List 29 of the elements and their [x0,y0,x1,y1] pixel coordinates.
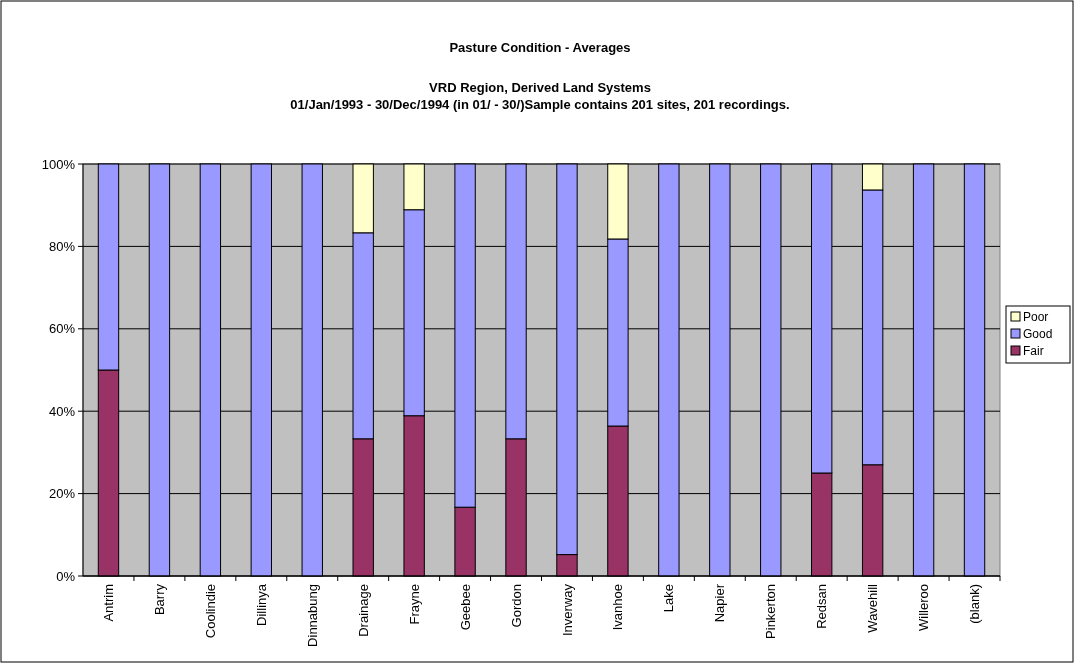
y-tick-label: 100% [41,156,76,172]
x-tick-label: Dillinya [253,583,269,626]
x-tick-label: Dinnabung [304,584,320,647]
y-tick-label: 60% [48,321,76,337]
chart-subtitle: VRD Region, Derived Land Systems 01/Jan/1993 - 30/Dec/1994 (in 01/ - 30/)Sample contains 201 sites, 201 recordings. [290,80,790,112]
x-tick-label: (blank) [967,584,983,624]
x-tick-label: Barry [151,583,167,616]
legend-label: Fair [1023,344,1044,359]
x-tick-label: Inverway [559,583,575,637]
y-tick-label: 40% [48,403,76,419]
x-tick-label: Geebee [457,584,473,631]
chart-title: Pasture Condition - Averages [449,40,631,55]
x-tick-label: Frayne [406,584,422,625]
legend-label: Poor [1023,310,1049,325]
x-tick-label: Antrim [101,584,117,622]
x-tick-label: Pinkerton [763,584,779,639]
x-tick-label: Ivanhoe [610,584,626,631]
x-tick-label: Lake [661,584,677,613]
x-tick-label: Coolindie [202,584,218,639]
y-tick-label: 20% [48,486,76,502]
y-tick-label: 0% [56,568,76,584]
x-tick-label: Gordon [508,584,524,628]
y-tick-label: 80% [48,238,76,254]
x-tick-label: Willeroo [916,584,932,631]
x-tick-label: Redsan [814,584,830,629]
legend-label: Good [1023,327,1053,342]
x-tick-label: Napier [712,583,728,623]
x-tick-label: Wavehill [865,583,881,633]
x-tick-label: Drainage [355,584,371,637]
